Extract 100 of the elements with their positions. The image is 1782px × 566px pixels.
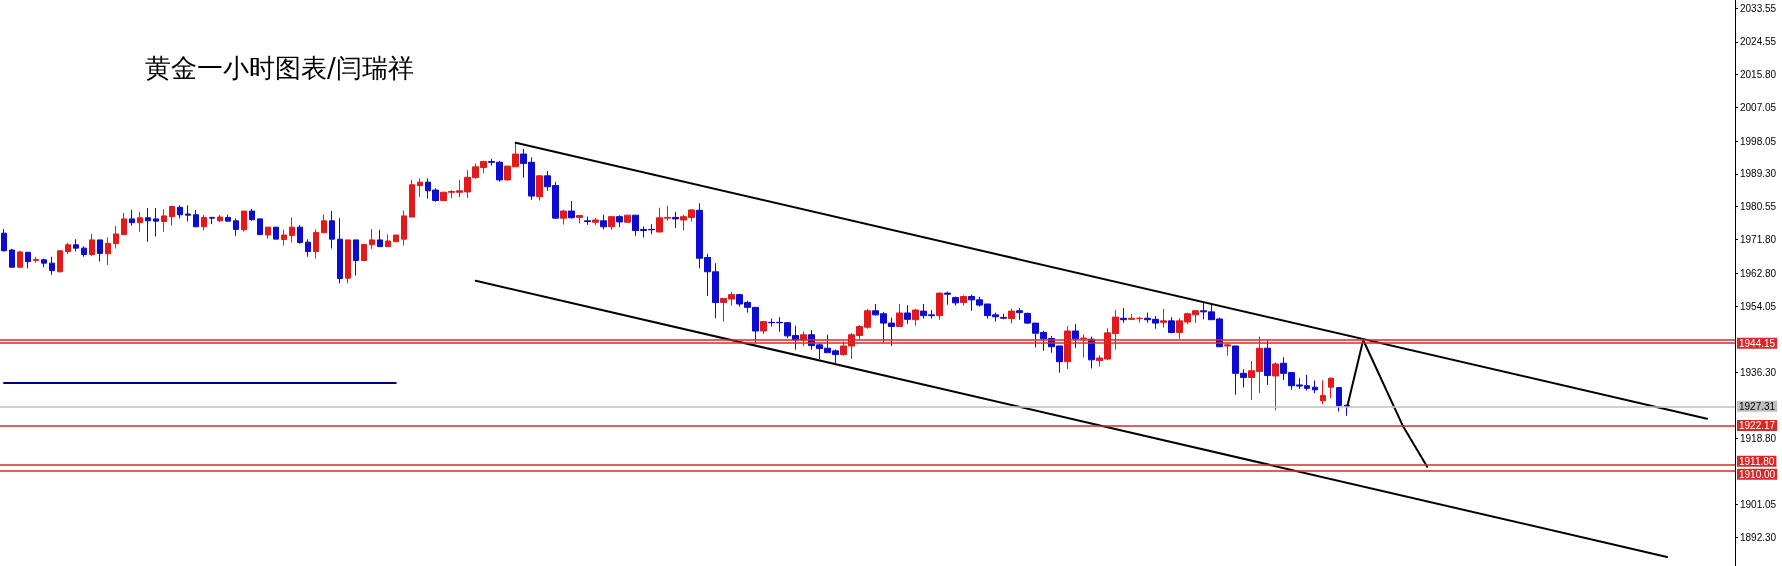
candlestick: [409, 179, 415, 218]
candlestick: [592, 217, 599, 226]
y-tick-label: 1918.80: [1740, 432, 1777, 444]
candlestick: [1120, 307, 1127, 324]
y-tick-label: 1989.30: [1740, 168, 1777, 180]
y-tick-label: 1954.05: [1740, 300, 1777, 312]
candlestick: [1000, 313, 1007, 320]
candlestick: [321, 213, 327, 234]
candlestick: [1160, 308, 1167, 329]
ref-line-label: 1910.00: [1739, 468, 1776, 480]
candlestick: [289, 216, 295, 244]
candlestick: [209, 216, 215, 225]
candlestick: [1272, 361, 1279, 411]
candlestick: [536, 174, 543, 202]
candlestick: [113, 225, 119, 250]
candlestick: [1080, 333, 1087, 359]
y-tick-label: 1971.80: [1740, 234, 1777, 246]
candlestick: [760, 320, 767, 335]
candlestick: [960, 294, 967, 306]
candlestick: [1264, 339, 1271, 386]
y-tick-label: 2024.55: [1740, 36, 1777, 48]
candlestick: [41, 258, 47, 268]
candlestick: [1336, 387, 1342, 413]
candlestick: [393, 234, 399, 243]
candlestick: [1224, 342, 1231, 357]
candlestick: [361, 243, 367, 262]
candlestick: [1, 228, 7, 253]
y-tick-label: 1998.05: [1740, 135, 1777, 147]
ref-line-label: 1922.17: [1739, 420, 1776, 432]
candlestick: [568, 200, 575, 220]
candlestick: [616, 214, 623, 228]
candlestick: [17, 250, 23, 268]
candlestick: [560, 209, 567, 226]
candlestick: [896, 303, 903, 327]
candlestick: [1312, 379, 1318, 394]
y-tick-label: 2033.55: [1740, 2, 1777, 14]
y-tick-label: 2015.80: [1740, 69, 1777, 81]
y-tick-label: 1901.05: [1740, 499, 1777, 511]
candlestick: [65, 242, 71, 255]
candlestick: [1008, 307, 1015, 324]
candlestick: [337, 217, 343, 284]
candlestick: [1168, 316, 1175, 334]
y-tick-label: 2007.05: [1740, 101, 1777, 113]
candlestick: [672, 211, 679, 229]
candlestick: [273, 226, 279, 240]
candlestick: [129, 209, 135, 227]
ref-line-label: 1944.15: [1739, 337, 1776, 349]
candlestick: [177, 204, 183, 220]
candlestick: [944, 291, 951, 306]
candlestick: [345, 239, 351, 284]
y-tick-label: 1980.55: [1740, 201, 1777, 213]
candlestick: [1072, 323, 1079, 349]
candlestick: [137, 211, 143, 233]
candlestick: [417, 177, 423, 198]
candlestick: [33, 256, 39, 264]
candlestick: [185, 204, 191, 223]
candlestick: [385, 233, 391, 248]
candlestick: [201, 214, 207, 232]
candlestick: [912, 308, 919, 327]
candlestick: [9, 248, 15, 268]
candlestick: [249, 208, 255, 222]
candlestick: [600, 214, 607, 230]
ref-line-label: 1927.31: [1739, 400, 1776, 412]
candlestick: [329, 210, 335, 250]
candlestick: [193, 209, 199, 228]
text: 黄金一小时图表/闫瑞祥: [145, 53, 414, 83]
candlestick: [936, 291, 943, 321]
line-series: [1346, 338, 1429, 468]
candlestick: [153, 207, 159, 238]
candlestick: [169, 204, 175, 227]
candlestick: [904, 304, 911, 325]
candlestick: [313, 228, 319, 260]
candlestick: [225, 214, 231, 222]
y-tick-label: 1936.30: [1740, 367, 1777, 379]
candlestick: [233, 218, 239, 237]
candlestick: [281, 229, 287, 247]
candlestick: [353, 239, 359, 276]
y-tick-label: 1962.80: [1740, 267, 1777, 279]
candlestick: [25, 251, 31, 269]
candlestick: [145, 207, 151, 243]
candlestick: [57, 249, 63, 273]
candlestick: [401, 210, 407, 247]
candlestick: [297, 224, 303, 245]
candlestick: [265, 226, 271, 240]
candlestick: [121, 212, 127, 236]
candlestick: [217, 214, 223, 223]
candlestick: [49, 256, 55, 276]
candlestick: [257, 218, 263, 236]
candlestick: [73, 238, 79, 253]
candlestick: [377, 229, 383, 248]
y-tick-label: 1892.30: [1740, 532, 1777, 544]
candlestick: [305, 238, 311, 258]
candlestick: [952, 295, 959, 306]
candlestick: [1016, 307, 1023, 321]
candlestick: [81, 245, 87, 258]
candlestick: [369, 228, 375, 250]
candlestick: [1328, 376, 1334, 399]
candlestick: [97, 239, 103, 263]
candlestick: [1320, 379, 1326, 405]
candlestick: [576, 214, 583, 224]
